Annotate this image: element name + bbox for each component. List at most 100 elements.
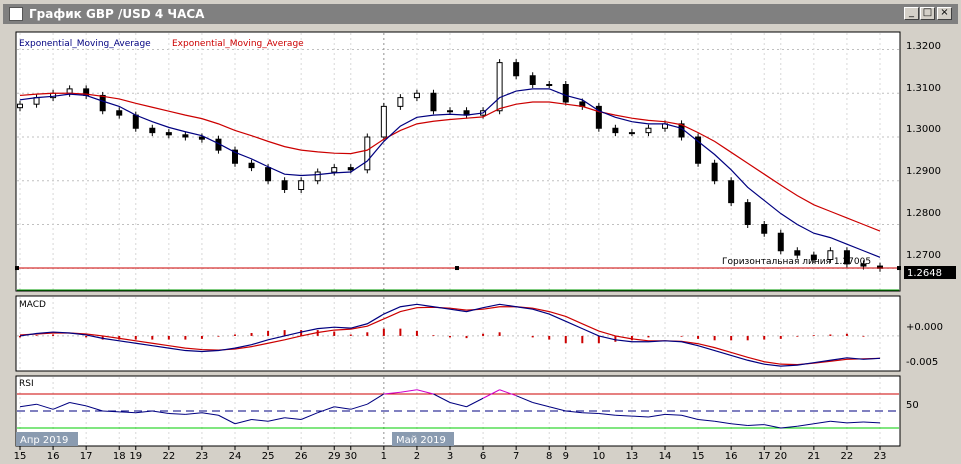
candle-body (66, 88, 73, 94)
rsi-segment (185, 412, 202, 415)
rsi-segment (780, 425, 798, 429)
rsi-segment (86, 405, 103, 412)
minimize-button[interactable]: _ (904, 7, 919, 20)
rsi-segment (648, 413, 666, 418)
y-tick-main: 1.3000 (906, 124, 941, 135)
x-tick-label: 2 (414, 451, 420, 462)
candle-body (843, 250, 850, 265)
x-tick-label: 8 (546, 451, 552, 462)
rsi-segment (466, 397, 484, 408)
month-label: Май 2019 (396, 435, 446, 446)
y-tick-main: 1.2800 (906, 208, 941, 219)
rsi-segment (714, 420, 732, 425)
rsi-segment (367, 393, 385, 405)
rsi-segment (598, 413, 616, 416)
rsi-segment (317, 406, 335, 414)
rsi-segment (52, 402, 70, 410)
x-tick-label: 24 (229, 451, 242, 462)
rsi-segment (152, 410, 169, 415)
y-tick-main: 1.3200 (906, 41, 941, 52)
rsi-segment (747, 424, 765, 426)
legend-ema-fast: Exponential_Moving_Average (19, 39, 151, 49)
candle-body (281, 180, 288, 190)
candle-body (132, 114, 139, 129)
candle-body (413, 92, 420, 99)
main-panel[interactable] (15, 31, 901, 292)
rsi-segment (549, 406, 566, 412)
candle-body (612, 127, 619, 134)
candle-body (116, 110, 123, 116)
rsi-segment (251, 419, 269, 422)
x-tick-label: 26 (295, 451, 308, 462)
candle-body (744, 202, 751, 225)
candle-body (182, 134, 189, 138)
x-tick-label: 21 (807, 451, 820, 462)
macd-panel[interactable] (15, 295, 901, 372)
x-tick-label: 3 (447, 451, 453, 462)
rsi-segment (36, 403, 54, 410)
legend-ema-slow: Exponential_Moving_Average (172, 39, 304, 49)
rsi-segment (234, 419, 252, 425)
rsi-segment (400, 389, 417, 393)
x-tick-label: 6 (480, 451, 486, 462)
candle-body (17, 103, 23, 109)
macd-signal-line (19, 306, 881, 366)
rsi-segment (168, 413, 186, 415)
candle-body (314, 171, 321, 182)
rsi-segment (565, 410, 583, 414)
close-button[interactable]: × (937, 7, 952, 20)
rsi-segment (383, 391, 401, 395)
rsi-segment (797, 423, 814, 427)
rsi-segment (416, 389, 434, 395)
x-tick-label: 29 (328, 451, 341, 462)
macd-label: MACD (19, 300, 46, 310)
candle-body (761, 224, 768, 234)
chart-icon (9, 7, 23, 21)
x-tick-label: 23 (874, 451, 887, 462)
title-bar[interactable]: График GBP /USD 4 ЧАСА _ □ × (3, 4, 958, 24)
maximize-button[interactable]: □ (920, 7, 935, 20)
ema-fast-line (19, 88, 881, 258)
rsi-segment (267, 417, 285, 422)
window-title: График GBP /USD 4 ЧАСА (29, 7, 205, 21)
month-label: Апр 2019 (20, 435, 68, 446)
y-tick-macd: +0.000 (906, 322, 943, 333)
candle-body (33, 97, 40, 105)
x-tick-label: 22 (841, 451, 854, 462)
candle-body (513, 62, 520, 77)
candle-body (447, 110, 453, 113)
month-badge (16, 432, 78, 446)
rsi-segment (698, 419, 715, 422)
x-tick-label: 15 (692, 451, 705, 462)
rsi-segment (300, 412, 318, 420)
candle-body (529, 75, 536, 85)
rsi-segment (664, 413, 682, 416)
x-tick-label: 19 (129, 451, 142, 462)
rsi-segment (830, 420, 847, 424)
candle-body (380, 105, 387, 138)
rsi-segment (102, 410, 120, 413)
rsi-segment (449, 402, 467, 408)
y-tick-main: 1.3100 (906, 83, 941, 94)
candle-body (628, 132, 635, 135)
rsi-segment (218, 414, 236, 425)
rsi-segment (433, 393, 451, 403)
candle-body (430, 92, 437, 112)
x-tick-label: 17 (80, 451, 93, 462)
rsi-segment (499, 389, 517, 397)
rsi-segment (731, 423, 748, 426)
x-tick-label: 9 (563, 451, 569, 462)
x-tick-label: 1 (381, 451, 387, 462)
candle-body (347, 167, 354, 171)
candle-body (777, 232, 784, 252)
candle-body (232, 149, 238, 164)
y-tick-main: 1.2900 (906, 166, 941, 177)
rsi-segment (615, 414, 632, 417)
x-tick-label: 13 (626, 451, 639, 462)
candle-body (265, 167, 272, 182)
candle-body (827, 250, 834, 260)
candle-body (364, 136, 371, 171)
candle-body (562, 84, 569, 103)
